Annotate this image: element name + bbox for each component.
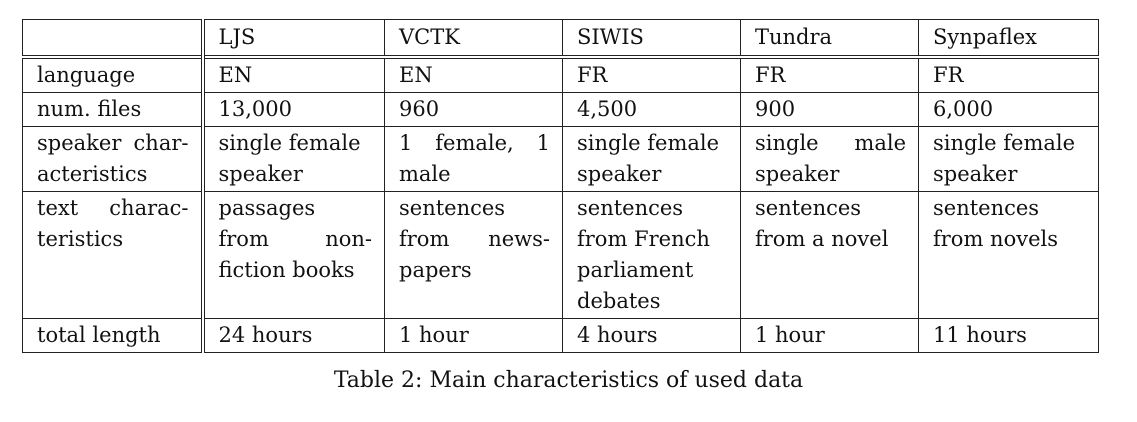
- cell-text-characteristics-siwis: sentences from French parliament debates: [562, 191, 741, 319]
- cell-language-siwis: FR: [562, 55, 741, 93]
- row-label-line: teristics: [37, 227, 124, 251]
- cell-total-length-ljs: 24 hours: [202, 318, 385, 353]
- cell-line: sentences: [933, 196, 1040, 220]
- cell-line: sentences: [577, 196, 684, 220]
- table-row-total-length: total length 24 hours 1 hour 4 hours 1 hour 1…: [22, 318, 1099, 353]
- row-label-line: acteristics: [37, 162, 148, 186]
- row-label-num-files: num. files: [22, 92, 205, 127]
- row-label-total-length: total length: [22, 318, 205, 353]
- cell-line: 4,500: [577, 97, 638, 121]
- row-label-text-characteristics: text charac-teristics: [22, 191, 205, 319]
- table-row-num-files: num. files 13,000 960 4,500 900 6,000: [22, 92, 1099, 127]
- header-cell-empty: [22, 19, 205, 58]
- cell-line: single female: [218, 131, 361, 155]
- cell-line: speaker: [218, 162, 303, 186]
- table-row-text-characteristics: text charac-teristics passages from non-fi…: [22, 191, 1099, 319]
- cell-language-synpaflex: FR: [918, 55, 1099, 93]
- cell-line: 11 hours: [933, 323, 1027, 347]
- cell-line: parliament: [577, 258, 694, 282]
- row-label-line: total length: [37, 323, 161, 347]
- cell-line: FR: [933, 63, 964, 87]
- cell-speaker-characteristics-tundra: single male speaker: [740, 126, 919, 192]
- cell-text-characteristics-ljs: passages from non-fiction books: [202, 191, 385, 319]
- row-label-line: text charac-: [37, 196, 189, 220]
- cell-text-characteristics-tundra: sentences from a novel: [740, 191, 919, 319]
- cell-num-files-ljs: 13,000: [202, 92, 385, 127]
- cell-total-length-siwis: 4 hours: [562, 318, 741, 353]
- cell-line: 13,000: [218, 97, 292, 121]
- cell-num-files-synpaflex: 6,000: [918, 92, 1099, 127]
- cell-line: 1 hour: [399, 323, 469, 347]
- row-label-line: num. files: [37, 97, 142, 121]
- cell-speaker-characteristics-synpaflex: single female speaker: [918, 126, 1099, 192]
- cell-speaker-characteristics-vctk: 1 female, 1 male: [384, 126, 563, 192]
- cell-line: from novels: [933, 227, 1058, 251]
- cell-line: single female: [933, 131, 1076, 155]
- cell-speaker-characteristics-ljs: single female speaker: [202, 126, 385, 192]
- cell-total-length-vctk: 1 hour: [384, 318, 563, 353]
- table-header-row: LJS VCTK SIWIS Tundra Synpaflex: [22, 19, 1099, 58]
- cell-line: sentences: [755, 196, 862, 220]
- cell-total-length-tundra: 1 hour: [740, 318, 919, 353]
- row-label-speaker-characteristics: speaker char-acteristics: [22, 126, 205, 192]
- cell-line: 6,000: [933, 97, 994, 121]
- cell-language-tundra: FR: [740, 55, 919, 93]
- data-table-container: LJS VCTK SIWIS Tundra Synpaflex language…: [22, 19, 1099, 353]
- cell-line: FR: [755, 63, 786, 87]
- cell-line: speaker: [933, 162, 1018, 186]
- cell-line: fiction books: [218, 258, 355, 282]
- cell-line: EN: [399, 63, 433, 87]
- cell-num-files-tundra: 900: [740, 92, 919, 127]
- cell-line: single female: [577, 131, 720, 155]
- cell-line: 1 female, 1: [399, 131, 550, 155]
- cell-line: papers: [399, 258, 472, 282]
- cell-text-characteristics-synpaflex: sentences from novels: [918, 191, 1099, 319]
- cell-line: single male: [755, 131, 906, 155]
- dataset-characteristics-table: LJS VCTK SIWIS Tundra Synpaflex language…: [22, 19, 1099, 353]
- table-row-language: language EN EN FR FR FR: [22, 55, 1099, 93]
- cell-line: EN: [218, 63, 253, 87]
- header-cell-tundra: Tundra: [740, 19, 919, 58]
- table-row-speaker-characteristics: speaker char-acteristics single female spe…: [22, 126, 1099, 192]
- header-cell-synpaflex: Synpaflex: [918, 19, 1099, 58]
- cell-line: from a novel: [755, 227, 889, 251]
- cell-line: sentences: [399, 196, 506, 220]
- cell-line: from news-: [399, 227, 550, 251]
- cell-line: from French: [577, 227, 710, 251]
- cell-line: from non-: [218, 227, 373, 251]
- table-caption: Table 2: Main characteristics of used da…: [333, 368, 804, 393]
- cell-line: 24 hours: [218, 323, 313, 347]
- cell-num-files-vctk: 960: [384, 92, 563, 127]
- cell-line: 4 hours: [577, 323, 658, 347]
- header-cell-siwis: SIWIS: [562, 19, 741, 58]
- cell-line: speaker: [755, 162, 840, 186]
- cell-line: speaker: [577, 162, 662, 186]
- row-label-language: language: [22, 55, 205, 93]
- header-cell-ljs: LJS: [202, 19, 385, 58]
- cell-num-files-siwis: 4,500: [562, 92, 741, 127]
- row-label-line: language: [37, 63, 136, 87]
- cell-line: 900: [755, 97, 796, 121]
- cell-line: 1 hour: [755, 323, 825, 347]
- cell-language-ljs: EN: [202, 55, 385, 93]
- row-label-line: speaker char-: [37, 131, 189, 155]
- cell-text-characteristics-vctk: sentences from news-papers: [384, 191, 563, 319]
- cell-total-length-synpaflex: 11 hours: [918, 318, 1099, 353]
- header-cell-vctk: VCTK: [384, 19, 563, 58]
- cell-speaker-characteristics-siwis: single female speaker: [562, 126, 741, 192]
- cell-line: debates: [577, 289, 661, 313]
- cell-line: FR: [577, 63, 608, 87]
- cell-line: 960: [399, 97, 440, 121]
- cell-line: male: [399, 162, 451, 186]
- cell-language-vctk: EN: [384, 55, 563, 93]
- cell-line: passages: [218, 196, 316, 220]
